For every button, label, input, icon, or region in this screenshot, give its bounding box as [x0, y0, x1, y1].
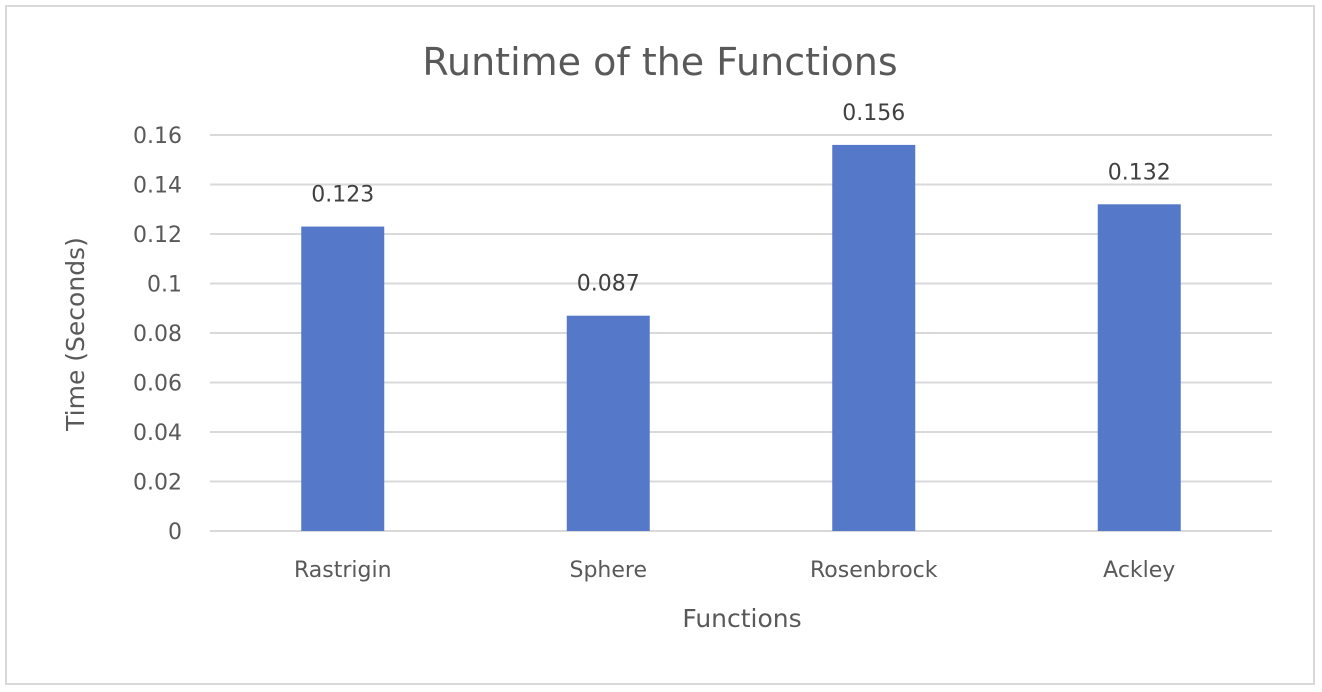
y-tick-label: 0.1: [147, 273, 182, 298]
chart-title: Runtime of the Functions: [422, 40, 897, 84]
bar-sphere: [566, 315, 650, 531]
data-label: 0.132: [1108, 160, 1171, 185]
y-tick-label: 0: [168, 520, 182, 545]
x-tick-label: Sphere: [569, 558, 647, 583]
y-tick-label: 0.02: [133, 471, 182, 496]
x-axis-title: Functions: [682, 604, 801, 633]
gridlines: [210, 134, 1272, 532]
data-label: 0.156: [842, 101, 905, 126]
y-tick-label: 0.06: [133, 372, 182, 397]
data-labels: 0.123 0.087 0.156 0.132: [311, 101, 1170, 297]
y-tick-label: 0.08: [133, 322, 182, 347]
bar-ackley: [1097, 204, 1181, 532]
x-tick-label: Rosenbrock: [810, 558, 938, 583]
chart-frame: [5, 5, 1315, 685]
bar-rastrigin: [301, 226, 385, 531]
bar-rosenbrock: [832, 144, 916, 531]
x-tick-label: Ackley: [1103, 558, 1175, 583]
data-label: 0.087: [577, 272, 640, 297]
bars: [301, 144, 1181, 532]
data-label: 0.123: [311, 183, 374, 208]
y-tick-label: 0.12: [133, 223, 182, 248]
x-tick-label: Rastrigin: [294, 558, 392, 583]
y-tick-label: 0.16: [133, 124, 182, 149]
y-axis-title: Time (Seconds): [61, 237, 90, 432]
y-tick-label: 0.14: [133, 174, 182, 199]
y-tick-label: 0.04: [133, 421, 182, 446]
y-axis-ticks: 0 0.02 0.04 0.06 0.08 0.1 0.12 0.14 0.16: [133, 124, 182, 545]
x-axis-ticks: Rastrigin Sphere Rosenbrock Ackley: [294, 558, 1175, 583]
